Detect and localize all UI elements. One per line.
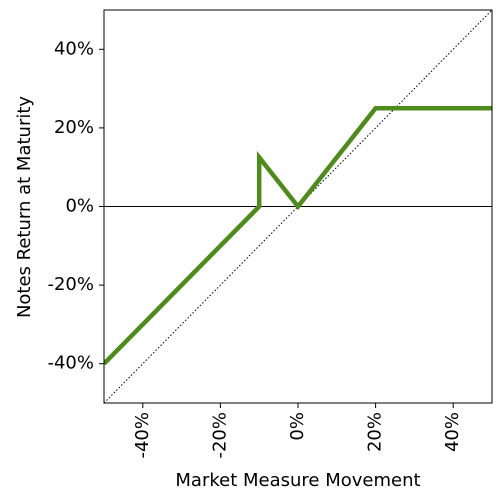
x-tick-label: 40% xyxy=(442,412,463,452)
y-tick-label: 20% xyxy=(54,117,94,138)
x-tick-label: 0% xyxy=(287,412,308,441)
y-tick-label: 40% xyxy=(54,38,94,59)
x-tick-label: 20% xyxy=(365,412,386,452)
y-tick-label: -40% xyxy=(47,353,94,374)
y-axis-label: Notes Return at Maturity xyxy=(14,96,35,318)
payoff-line xyxy=(104,106,492,366)
x-tick-label: -20% xyxy=(209,412,230,459)
x-tick-label: -40% xyxy=(132,412,153,459)
y-tick-label: 0% xyxy=(65,196,94,217)
x-axis-label: Market Measure Movement xyxy=(175,470,420,491)
reference-line xyxy=(104,10,492,403)
plot-frame xyxy=(103,9,493,404)
y-tick-label: -20% xyxy=(47,274,94,295)
